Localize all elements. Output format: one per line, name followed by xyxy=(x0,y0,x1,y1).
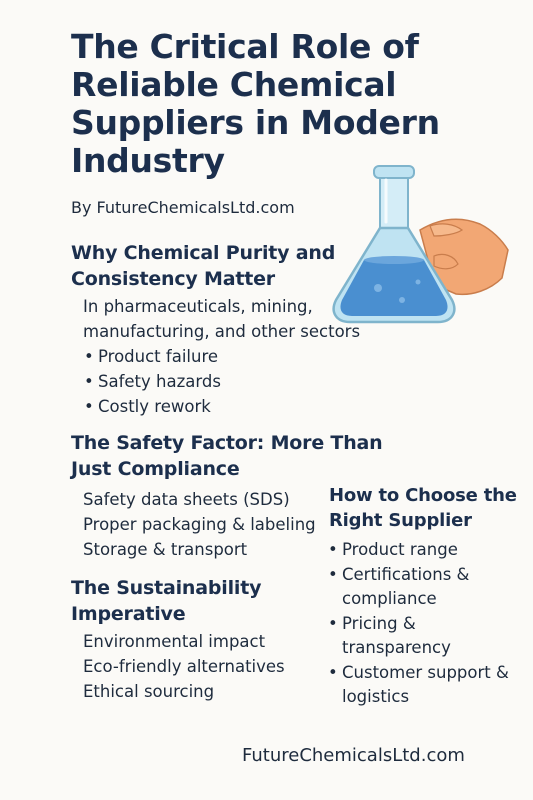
list-item: Safety data sheets (SDS) xyxy=(83,487,316,512)
byline: By FutureChemicalsLtd.com xyxy=(71,198,295,217)
list-item: Storage & transport xyxy=(83,537,316,562)
list-item: Ethical sourcing xyxy=(83,679,285,704)
sustainability-heading: The Sustainability Imperative xyxy=(71,575,321,627)
list-item: Proper packaging & labeling xyxy=(83,512,316,537)
sustainability-list: Environmental impact Eco-friendly altern… xyxy=(83,629,285,704)
choose-supplier-list: Product range Certifications & complianc… xyxy=(328,538,518,710)
purity-heading: Why Chemical Purity and Consistency Matt… xyxy=(71,240,361,292)
list-item: Product failure xyxy=(84,344,221,369)
safety-heading: The Safety Factor: More Than Just Compli… xyxy=(71,430,411,482)
choose-supplier-heading: How to Choose the Right Supplier xyxy=(329,483,529,533)
list-item: Eco-friendly alternatives xyxy=(83,654,285,679)
list-item: Safety hazards xyxy=(84,369,221,394)
purity-intro: In pharmaceuticals, mining, manufacturin… xyxy=(83,294,383,344)
page-title: The Critical Role of Reliable Chemical S… xyxy=(71,28,471,180)
bubble xyxy=(416,280,421,285)
flask-neck xyxy=(380,172,408,230)
bubble xyxy=(399,297,405,303)
list-item: Product range xyxy=(328,538,518,563)
flask-rim xyxy=(374,166,414,178)
list-item: Certifications & compliance xyxy=(328,563,518,612)
purity-bullet-list: Product failure Safety hazards Costly re… xyxy=(84,344,221,419)
safety-list: Safety data sheets (SDS) Proper packagin… xyxy=(83,487,316,562)
liquid-surface xyxy=(364,256,424,264)
list-item: Environmental impact xyxy=(83,629,285,654)
list-item: Customer support & logistics xyxy=(328,661,518,710)
list-item: Pricing & transparency xyxy=(328,612,518,661)
footer-website: FutureChemicalsLtd.com xyxy=(242,745,465,766)
bubble xyxy=(374,284,382,292)
list-item: Costly rework xyxy=(84,394,221,419)
